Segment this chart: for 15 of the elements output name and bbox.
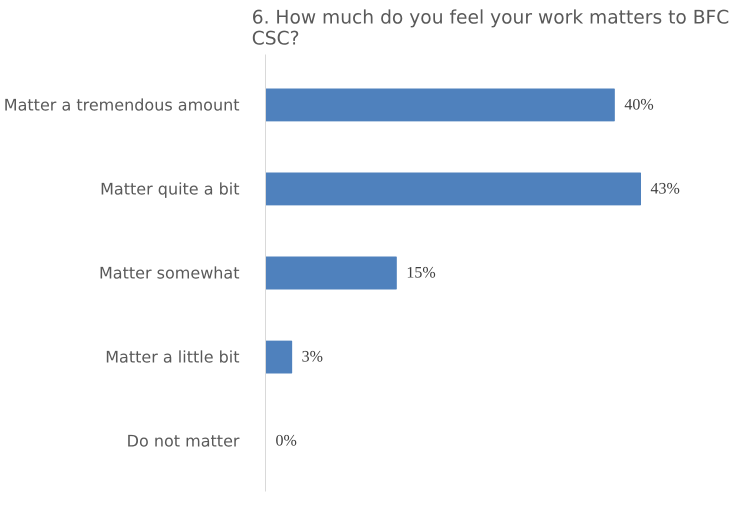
y-tick-label: Matter a little bit: [105, 348, 240, 367]
bar: [266, 88, 615, 122]
chart-title: 6. How much do you feel your work matters to BFC CSC?: [252, 8, 730, 50]
bar: [266, 172, 641, 206]
data-label: 43%: [650, 180, 680, 198]
y-tick-label: Matter a tremendous amount: [4, 95, 240, 114]
data-label: 3%: [302, 348, 323, 366]
bar: [266, 340, 292, 374]
data-label: 0%: [276, 432, 297, 450]
y-tick-label: Matter somewhat: [98, 264, 240, 282]
data-label: 40%: [624, 96, 654, 114]
y-tick-label: Matter quite a bit: [100, 179, 240, 198]
data-label: 15%: [406, 264, 436, 282]
y-tick-label: Do not matter: [126, 432, 240, 451]
bar: [266, 256, 397, 290]
